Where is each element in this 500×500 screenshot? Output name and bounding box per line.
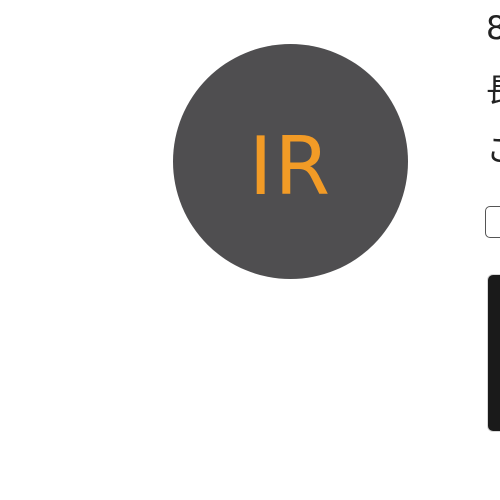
checkbox[interactable] [485, 206, 500, 238]
profile-info-line-2: 長 [486, 74, 500, 106]
profile-info-line-3: こ [486, 134, 500, 166]
dark-card[interactable] [487, 274, 500, 432]
profile-info-line-1: 8 [486, 9, 500, 47]
avatar-initials: IR [248, 119, 333, 213]
avatar[interactable]: IR [173, 44, 408, 279]
